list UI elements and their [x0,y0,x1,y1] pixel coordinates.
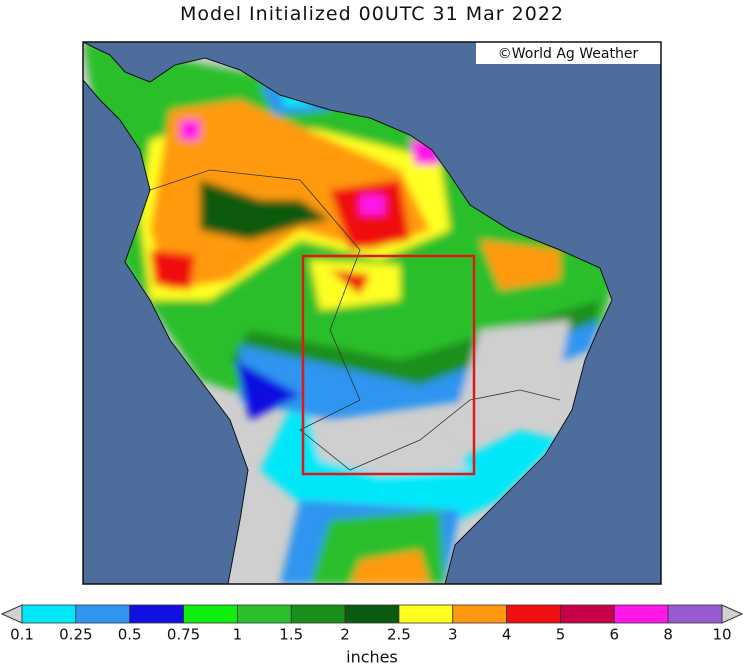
colorbar-label: 8 [663,626,673,644]
title: Model Initialized 00UTC 31 Mar 2022 [180,3,564,25]
colorbar-under [0,604,23,624]
colorbar-swatch [21,604,77,624]
colorbar-swatch [452,604,508,624]
colorbar-swatch [667,604,723,624]
colorbar-swatch [398,604,454,624]
colorbar-label: 10 [712,626,731,644]
borders [149,169,561,471]
colorbar-label: 0.75 [167,626,200,644]
colorbar-label: 2.5 [387,626,411,644]
colorbar-swatch [290,604,346,624]
colorbar-swatch [75,604,131,624]
colorbar-label: 4 [502,626,512,644]
colorbar-label: 1.5 [279,626,303,644]
colorbar-unit: inches [346,648,398,667]
coastline [83,42,613,584]
colorbar-swatch [236,604,292,624]
colorbar-swatch [560,604,615,624]
colorbar-label: 2 [340,626,350,644]
colorbar-swatch [183,604,238,624]
colorbar-label: 1 [233,626,243,644]
colorbar-label: 0.1 [10,626,34,644]
colorbar-swatch [506,604,561,624]
colorbar-swatch [613,604,669,624]
map-frame [82,41,662,585]
colorbar-over [721,604,744,624]
colorbar-label: 5 [556,626,566,644]
focus-box [301,254,476,476]
colorbar-swatch [129,604,184,624]
colorbar-label: 0.25 [59,626,92,644]
colorbar-swatch [344,604,400,624]
map: ©World Ag Weather [83,42,661,584]
colorbar-label: 6 [610,626,620,644]
colorbar-label: 0.5 [118,626,142,644]
colorbar-label: 3 [448,626,458,644]
credit: ©World Ag Weather [498,46,639,62]
credit-box [476,42,661,64]
colorbar: 0.1 0.25 0.5 0.75 1 1.5 2 2.5 3 4 5 6 8 10 [0,604,744,644]
